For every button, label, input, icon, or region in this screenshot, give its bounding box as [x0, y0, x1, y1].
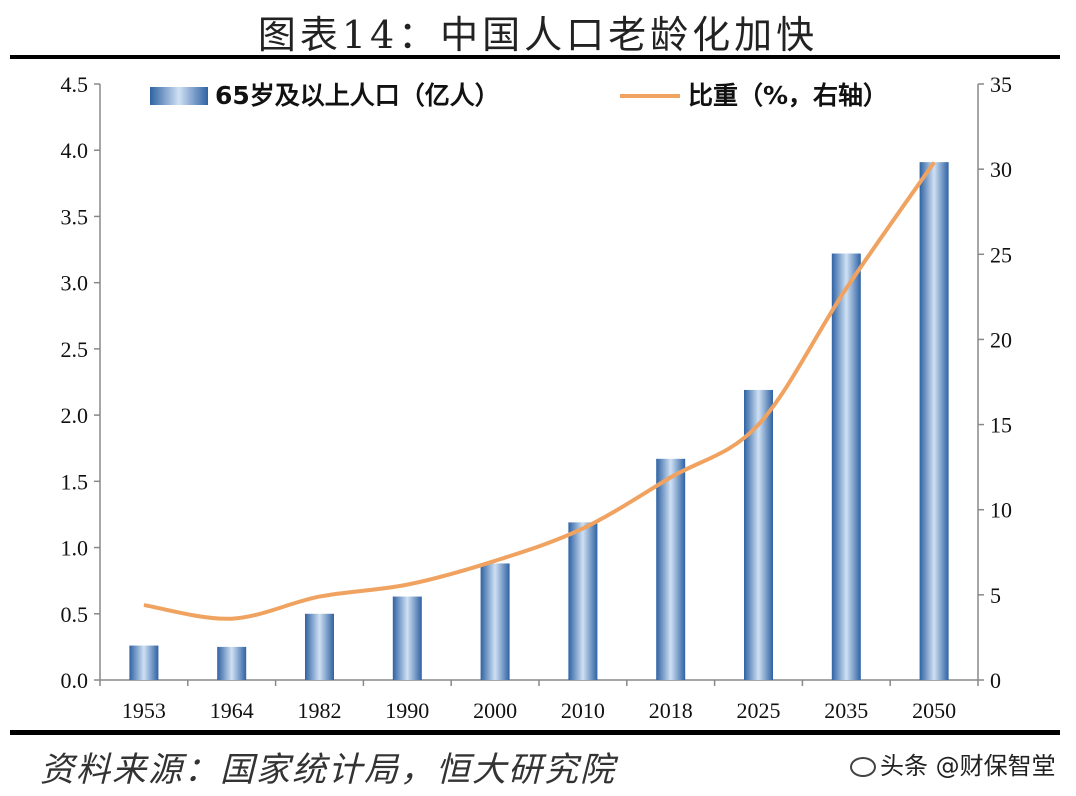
- share-line: [143, 161, 936, 621]
- chart: 0.00.51.01.52.02.53.03.54.04.50510152025…: [61, 72, 1013, 723]
- chat-bubble-icon: [850, 757, 876, 777]
- x-tick-label: 2018: [649, 698, 693, 723]
- bar: [919, 162, 949, 681]
- y-right-tick-label: 10: [990, 498, 1012, 523]
- y-left-tick-label: 4.0: [61, 138, 89, 163]
- bar: [568, 522, 598, 680]
- line-series: [143, 161, 936, 621]
- y-left-tick-label: 2.5: [61, 337, 89, 362]
- y-right-tick-label: 0: [990, 668, 1001, 693]
- x-tick-label: 2035: [824, 698, 868, 723]
- legend-bar-label: 65岁及以上人口（亿人）: [215, 81, 500, 110]
- bar: [831, 253, 861, 681]
- y-left-tick-label: 0.0: [61, 668, 89, 693]
- y-right-tick-label: 15: [990, 413, 1012, 438]
- x-tick-label: 1982: [298, 698, 342, 723]
- bar: [744, 389, 773, 680]
- y-right-tick-label: 30: [990, 157, 1012, 182]
- x-tick-label: 2000: [473, 698, 517, 723]
- x-tick-label: 2010: [561, 698, 605, 723]
- watermark: 头条 @财保智堂: [850, 746, 1056, 781]
- bar: [656, 458, 686, 680]
- legend-bar-swatch: [150, 87, 208, 105]
- y-left-tick-label: 1.0: [61, 536, 89, 561]
- bar-series: [129, 162, 949, 681]
- watermark-text: 头条 @财保智堂: [880, 752, 1056, 780]
- y-left-tick-label: 3.0: [61, 271, 89, 296]
- y-right-tick-label: 5: [990, 583, 1001, 608]
- chart-title: 图表14：中国人口老龄化加快: [257, 13, 819, 57]
- legend: 65岁及以上人口（亿人） 比重（%，右轴）: [150, 81, 888, 110]
- y-left-tick-label: 0.5: [61, 602, 89, 627]
- x-tick-label: 2025: [737, 698, 781, 723]
- bar: [480, 563, 510, 680]
- x-tick-label: 1964: [210, 698, 254, 723]
- y-right-tick-label: 35: [990, 72, 1012, 97]
- legend-line-label: 比重（%，右轴）: [688, 81, 888, 110]
- y-left-tick-label: 3.5: [61, 204, 89, 229]
- bar: [392, 596, 422, 680]
- bar: [129, 645, 159, 680]
- x-tick-label: 1953: [122, 698, 166, 723]
- y-left-tick-label: 4.5: [61, 72, 89, 97]
- x-tick-label: 2050: [912, 698, 956, 723]
- y-right-tick-label: 20: [990, 327, 1012, 352]
- y-left-tick-label: 1.5: [61, 469, 89, 494]
- bar: [305, 613, 334, 680]
- bar: [217, 646, 247, 680]
- axes: 0.00.51.01.52.02.53.03.54.04.50510152025…: [61, 72, 1013, 723]
- top-rule: [10, 55, 1060, 59]
- x-tick-label: 1990: [385, 698, 429, 723]
- source-note: 资料来源：国家统计局，恒大研究院: [40, 750, 616, 790]
- y-right-tick-label: 25: [990, 242, 1012, 267]
- bottom-rule: [10, 730, 1060, 735]
- y-left-tick-label: 2.0: [61, 403, 89, 428]
